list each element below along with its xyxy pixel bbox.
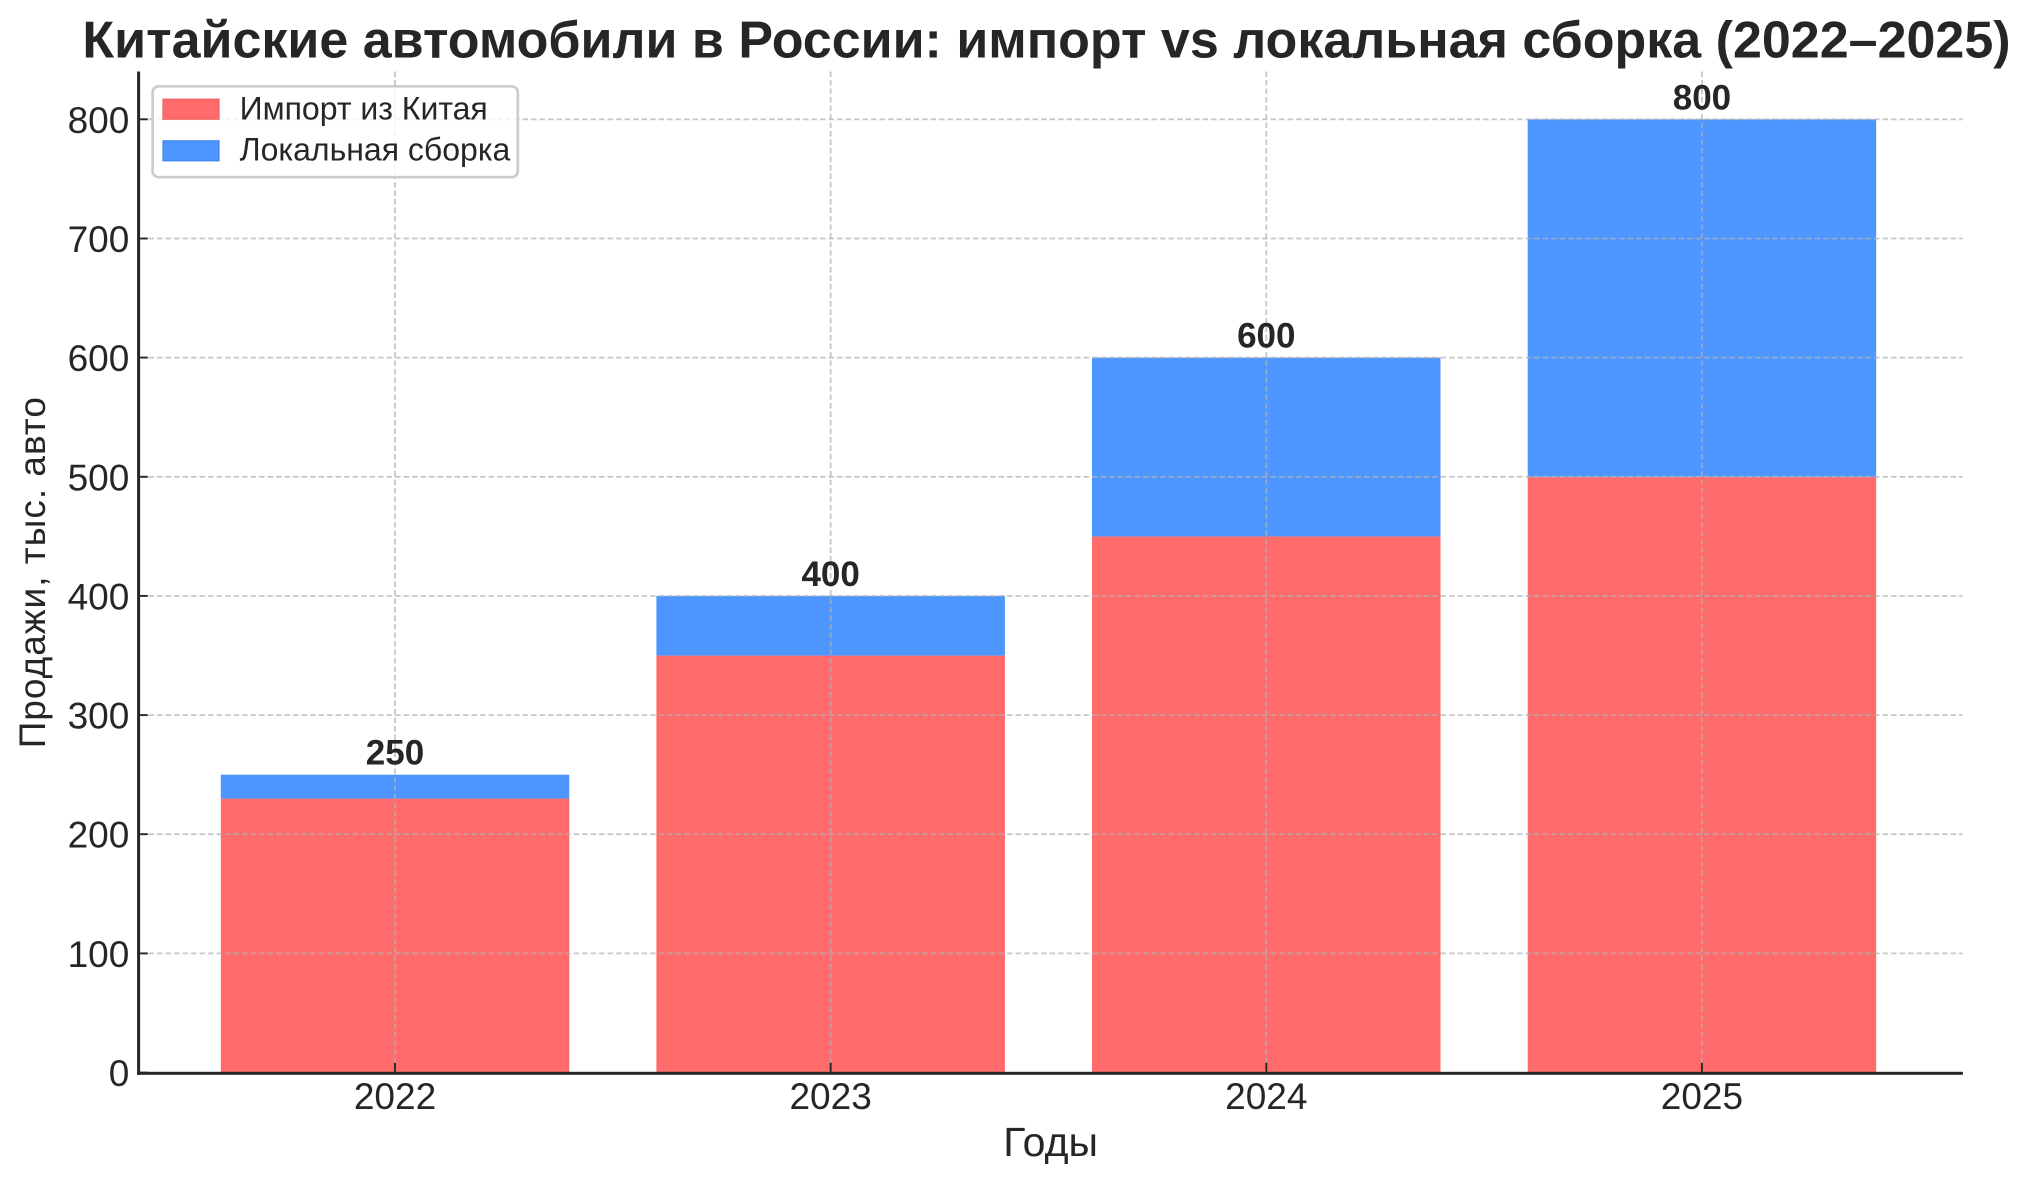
svg-text:2022: 2022 [354,1076,436,1117]
svg-text:400: 400 [801,555,859,594]
svg-text:Годы: Годы [1003,1119,1098,1165]
svg-text:600: 600 [68,338,130,379]
svg-text:2025: 2025 [1661,1076,1743,1117]
svg-text:600: 600 [1237,317,1295,356]
svg-text:Импорт из Китая: Импорт из Китая [240,90,488,126]
svg-text:2024: 2024 [1225,1076,1307,1117]
svg-text:800: 800 [68,100,130,141]
svg-text:250: 250 [366,734,424,773]
svg-text:500: 500 [68,457,130,498]
svg-text:200: 200 [68,815,130,856]
svg-text:100: 100 [68,934,130,975]
svg-text:Локальная сборка: Локальная сборка [240,131,511,167]
svg-text:Китайские автомобили в России:: Китайские автомобили в России: импорт vs… [82,12,2010,70]
svg-text:400: 400 [68,576,130,617]
svg-text:300: 300 [68,696,130,737]
svg-text:Продажи, тыс. авто: Продажи, тыс. авто [12,396,53,748]
svg-text:0: 0 [109,1053,130,1094]
svg-text:800: 800 [1673,78,1731,117]
svg-text:700: 700 [68,219,130,260]
svg-text:2023: 2023 [789,1076,871,1117]
